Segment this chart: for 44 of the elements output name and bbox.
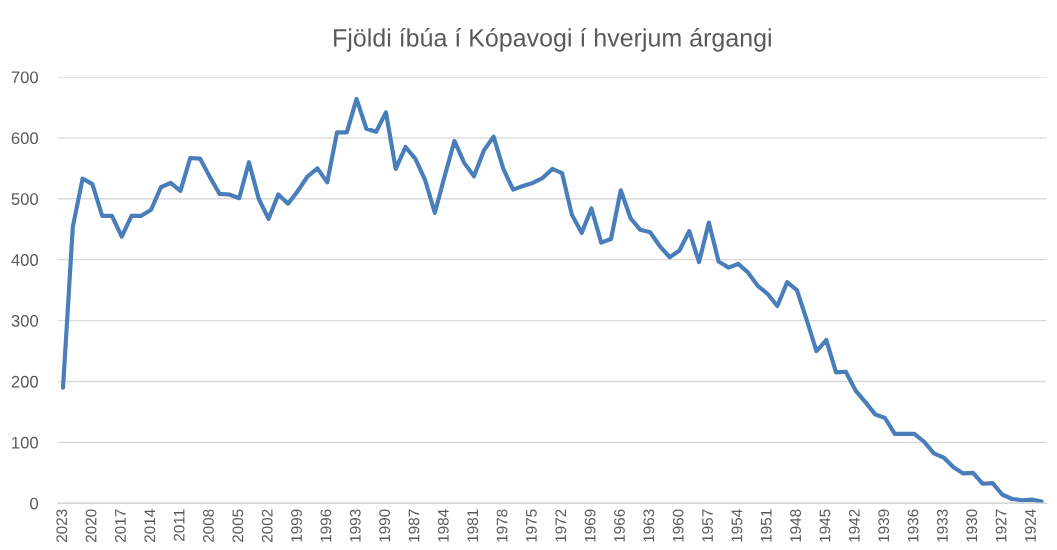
y-tick-label: 600: [11, 132, 39, 145]
y-tick-label: 700: [11, 71, 39, 84]
x-tick-label: 2011: [173, 509, 185, 541]
x-tick-label: 1960: [672, 509, 684, 542]
x-tick-label: 1951: [760, 509, 772, 542]
x-tick-label: 1954: [731, 509, 743, 542]
x-tick-label: 1996: [320, 509, 332, 542]
x-tick-label: 1981: [467, 509, 479, 542]
x-tick-label: 1972: [555, 509, 567, 542]
line-series: [60, 96, 1044, 504]
x-tick-label: 2020: [85, 509, 97, 543]
x-tick-label: 1942: [848, 509, 860, 542]
x-tick-label: 1990: [379, 509, 391, 542]
x-tick-label: 2017: [115, 509, 126, 543]
x-tick-label: 1963: [643, 509, 655, 542]
y-tick-label: 300: [11, 314, 39, 327]
x-tick-label: 2005: [232, 509, 244, 543]
x-tick-label: 2014: [144, 509, 156, 543]
x-tick-label: 1966: [614, 509, 625, 542]
y-tick-label: 0: [30, 497, 39, 510]
x-tick-label: 1927: [995, 509, 1007, 542]
y-tick-label: 500: [11, 193, 39, 205]
x-tick-label: 1993: [349, 509, 361, 542]
x-tick-label: 1936: [907, 509, 919, 542]
x-tick-label: 2002: [261, 509, 273, 543]
x-tick-label: 1924: [1025, 509, 1036, 542]
y-tick-label: 400: [11, 254, 39, 266]
x-tick-label: 1978: [496, 509, 508, 542]
x-tick-label: 1945: [819, 509, 831, 542]
x-tick-label: 1933: [936, 509, 948, 542]
x-tick-label: 1969: [584, 509, 596, 542]
y-tick-label: 100: [12, 436, 39, 449]
chart-title: Fjöldi íbúa í Kópavogi í hverjum árgangi: [334, 28, 771, 52]
x-tick-label: 2023: [56, 509, 68, 543]
x-tick-label: 2008: [203, 509, 214, 543]
x-tick-label: 1948: [790, 509, 802, 542]
x-tick-label: 1939: [878, 509, 890, 542]
x-tick-label: 1957: [702, 509, 713, 542]
x-tick-label: 1930: [966, 509, 978, 542]
x-tick-label: 1987: [408, 509, 420, 542]
x-tick-label: 1984: [437, 509, 449, 542]
x-tick-label: 1975: [525, 509, 537, 542]
y-tick-label: 200: [11, 375, 39, 388]
x-tick-label: 1999: [291, 509, 302, 542]
